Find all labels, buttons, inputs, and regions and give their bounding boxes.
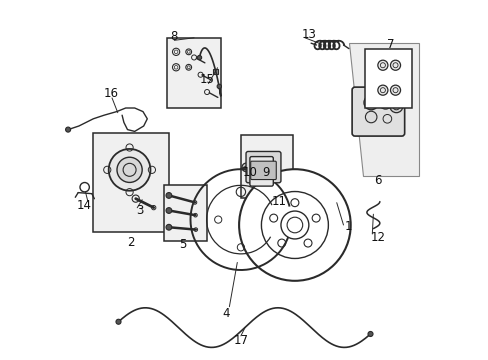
Circle shape xyxy=(377,60,387,70)
Text: 9: 9 xyxy=(262,166,269,179)
Polygon shape xyxy=(348,43,418,176)
Circle shape xyxy=(390,60,400,70)
Circle shape xyxy=(117,157,142,183)
Text: 16: 16 xyxy=(103,87,119,100)
Text: 12: 12 xyxy=(369,231,385,244)
FancyBboxPatch shape xyxy=(249,157,273,186)
Text: 14: 14 xyxy=(77,199,92,212)
Circle shape xyxy=(197,55,201,60)
FancyBboxPatch shape xyxy=(245,152,281,183)
Text: 11: 11 xyxy=(271,195,285,208)
Circle shape xyxy=(166,208,171,213)
Circle shape xyxy=(365,111,376,123)
Circle shape xyxy=(390,85,400,95)
Bar xyxy=(167,38,221,108)
Circle shape xyxy=(389,100,402,113)
Circle shape xyxy=(166,224,171,230)
Circle shape xyxy=(242,163,250,172)
Text: 2: 2 xyxy=(127,237,135,249)
Text: 15: 15 xyxy=(199,73,214,86)
Text: 4: 4 xyxy=(222,307,229,320)
Circle shape xyxy=(116,319,121,324)
Circle shape xyxy=(217,84,221,89)
Circle shape xyxy=(378,96,391,109)
Bar xyxy=(163,185,206,241)
Circle shape xyxy=(377,85,387,95)
Circle shape xyxy=(363,95,378,110)
Circle shape xyxy=(239,169,350,281)
Text: 1: 1 xyxy=(345,220,352,233)
Bar xyxy=(93,133,168,232)
Bar xyxy=(212,69,218,74)
Text: 5: 5 xyxy=(179,238,186,251)
Text: 13: 13 xyxy=(301,28,316,41)
Circle shape xyxy=(367,332,372,337)
Circle shape xyxy=(108,149,150,191)
Circle shape xyxy=(166,193,171,198)
FancyBboxPatch shape xyxy=(351,87,404,136)
FancyBboxPatch shape xyxy=(250,161,276,180)
Text: 8: 8 xyxy=(170,30,178,42)
Text: 3: 3 xyxy=(136,204,143,217)
Circle shape xyxy=(65,127,70,132)
Text: 17: 17 xyxy=(233,334,248,347)
Bar xyxy=(241,135,292,198)
Text: 6: 6 xyxy=(373,174,381,186)
Text: 10: 10 xyxy=(242,166,257,179)
Text: 7: 7 xyxy=(386,39,393,51)
Bar xyxy=(365,49,411,108)
